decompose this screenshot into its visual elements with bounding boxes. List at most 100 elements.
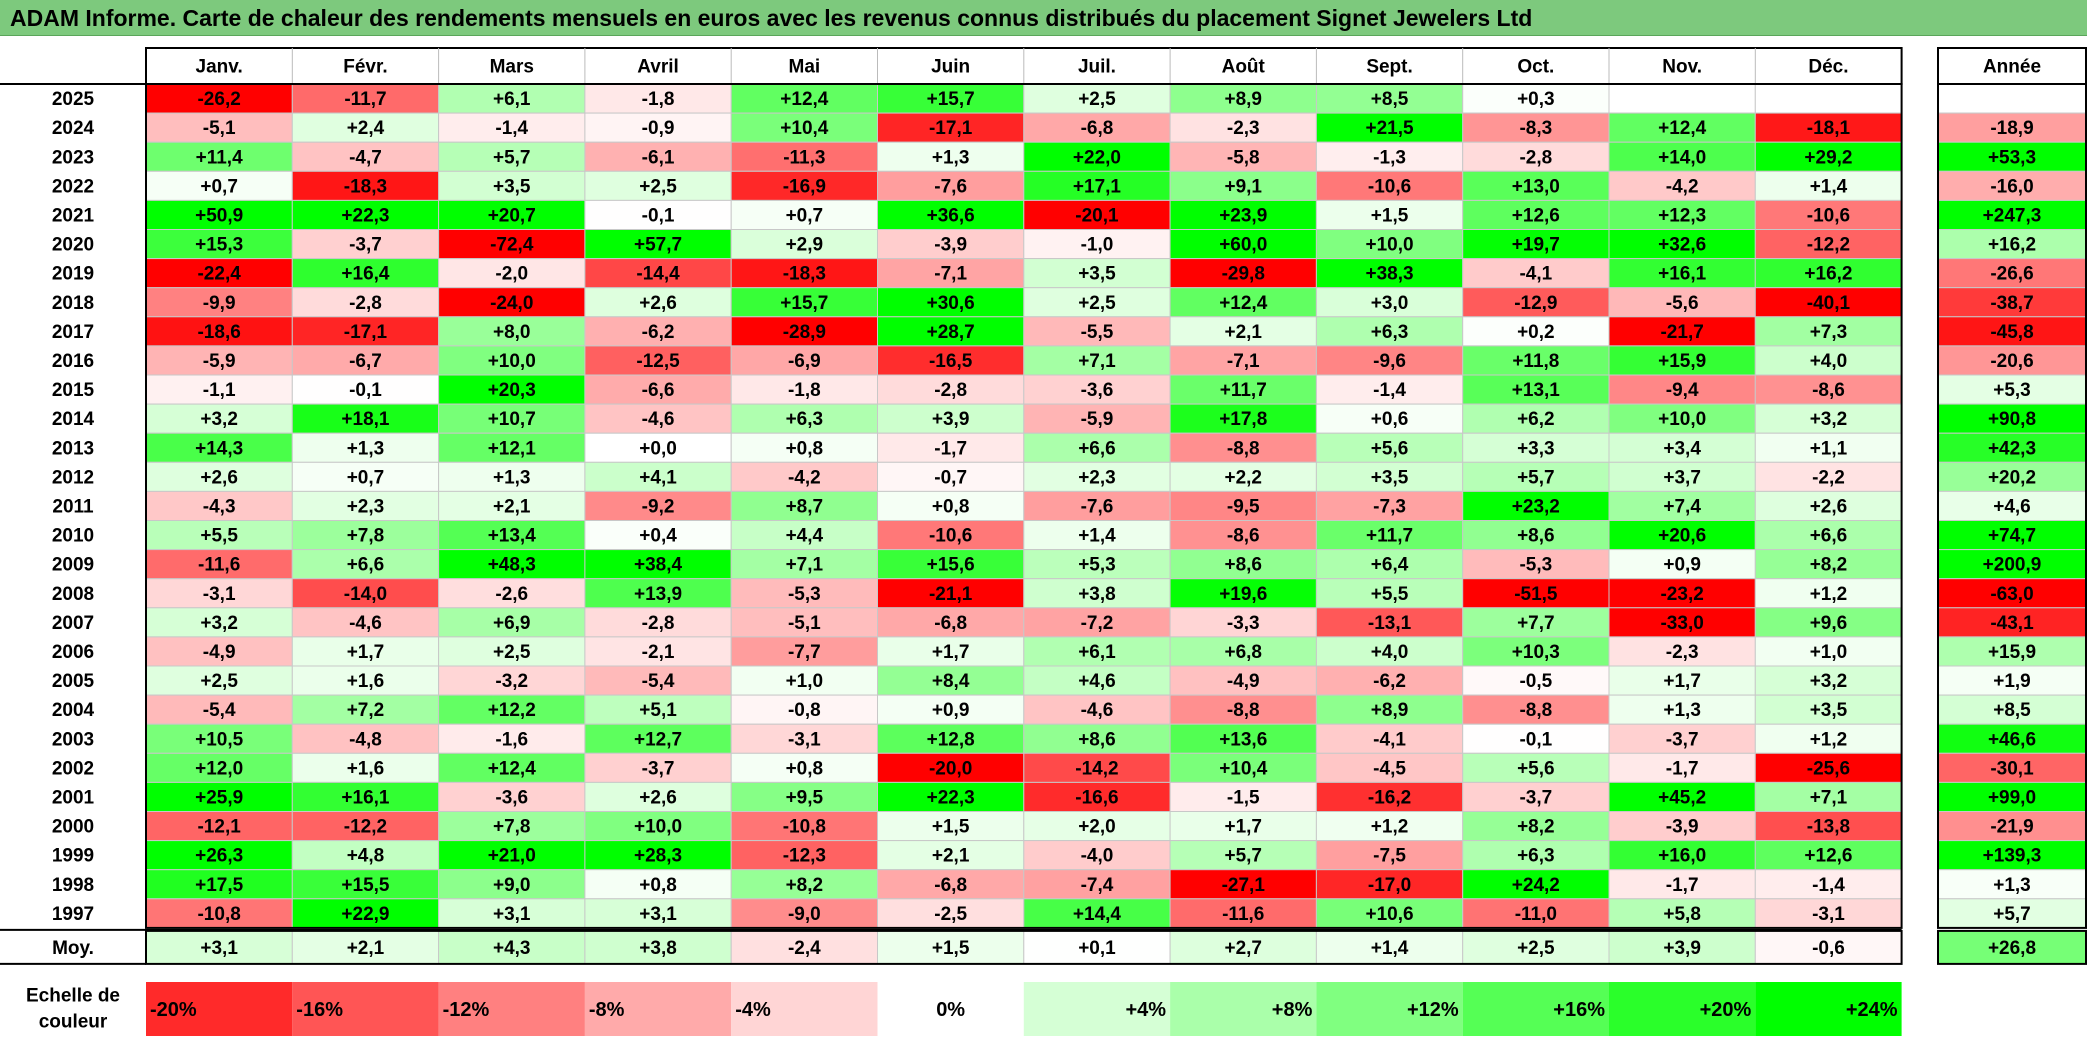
cell-value: -5,4 [203,700,236,721]
cell-value: -26,2 [197,89,240,110]
annual-value: +5,7 [1993,904,2031,925]
cell-value: +9,0 [493,875,531,896]
cell-value: +0,8 [786,758,824,779]
cell-value: -6,8 [934,613,967,634]
heat-cell [877,199,1025,230]
cell-value: -16,2 [1368,787,1411,808]
average-label: Moy. [52,938,94,959]
cell-value: -18,3 [344,176,387,197]
cell-value: -1,1 [203,380,236,401]
heat-cell [1462,374,1610,405]
cell-value: +3,2 [1810,409,1848,430]
cell-value: -1,7 [1666,758,1699,779]
cell-value: +19,6 [1219,584,1267,605]
cell-value: +2,2 [1224,467,1262,488]
cell-value: -0,1 [1519,729,1552,750]
heat-cell [730,723,879,754]
cell-value: +3,0 [1371,293,1409,314]
annual-cell [1937,520,2087,551]
cell-value: -1,0 [1081,235,1114,256]
heat-cell [1315,316,1464,347]
scale-label: -12% [443,999,490,1021]
cell-value: +9,6 [1810,613,1848,634]
cell-value: +8,9 [1371,700,1409,721]
heat-cell [1462,607,1610,638]
average-value: +2,7 [1224,938,1262,959]
cell-value: +10,4 [780,118,829,139]
average-annual-cell [1937,929,2087,965]
cell-value: -9,9 [203,293,236,314]
cell-value: +10,0 [1658,409,1706,430]
cell-value: +38,3 [1366,264,1414,285]
cell-value: -7,5 [1373,846,1406,867]
heat-cell [877,403,1025,434]
cell-value: +22,3 [341,205,389,226]
cell-value: +4,8 [347,846,385,867]
cell-value: +13,9 [634,584,682,605]
heat-cell [291,578,440,609]
heat-cell [291,345,440,376]
cell-value: +0,8 [932,496,970,517]
average-cell [1608,930,1756,965]
heat-cell [145,520,293,551]
heat-cell [1462,752,1610,783]
heat-cell [1169,752,1317,783]
cell-value: -18,6 [197,322,240,343]
cell-value: +0,4 [639,526,677,547]
cell-value: +45,2 [1658,787,1706,808]
heat-cell [1608,723,1756,754]
annual-value: -18,9 [1990,118,2033,139]
cell-value: +7,8 [493,817,531,838]
heat-cell [1754,665,1903,696]
heat-cell [1315,607,1464,638]
cell-value: -5,5 [1081,322,1114,343]
cell-value: +22,3 [927,787,975,808]
heat-cell [145,549,293,580]
cell-value: +16,1 [1658,264,1707,285]
cell-value: +6,4 [1371,555,1409,576]
heat-cell [1315,490,1464,521]
heat-cell [1462,403,1610,434]
year-label: 2018 [52,293,94,314]
heat-cell [584,170,732,201]
cell-value: +10,3 [1512,642,1560,663]
heat-cell [1023,811,1171,842]
cell-value: +6,1 [1078,642,1116,663]
cell-value: -6,8 [1081,118,1114,139]
heat-cell [1169,869,1317,900]
cell-value: -13,8 [1807,817,1850,838]
average-cell [877,930,1025,965]
cell-value: -20,0 [929,758,972,779]
cell-value: -5,9 [1081,409,1114,430]
heat-cell [877,752,1025,783]
heat-cell [1169,141,1317,172]
cell-value: +3,9 [932,409,970,430]
heat-cell [1023,258,1171,289]
cell-value: -3,1 [788,729,821,750]
cell-value: +13,0 [1512,176,1560,197]
cell-value: +0,6 [1371,409,1409,430]
cell-value: -7,7 [788,642,821,663]
cell-value: +29,2 [1804,147,1852,168]
scale-label: -8% [589,999,625,1021]
cell-value: -4,5 [1373,758,1406,779]
cell-value: -7,6 [1081,496,1114,517]
month-header: Avril [637,57,679,78]
cell-value: -1,7 [1666,875,1699,896]
average-value: +0,1 [1078,938,1116,959]
annual-value: +200,9 [1983,555,2042,576]
cell-value: +12,4 [780,89,829,110]
average-value: +3,8 [639,938,677,959]
cell-value: -72,4 [490,235,534,256]
heat-cell [291,112,440,143]
cell-value: +7,1 [1078,351,1116,372]
cell-value: -14,0 [344,584,387,605]
cell-value: +14,0 [1658,147,1706,168]
heat-cell [1754,781,1903,813]
cell-value: +3,5 [1371,467,1409,488]
heat-cell [1169,490,1317,521]
cell-value: -12,2 [344,817,387,838]
cell-value: -1,4 [495,118,528,139]
heat-cell [438,170,586,201]
cell-value: +0,7 [200,176,238,197]
